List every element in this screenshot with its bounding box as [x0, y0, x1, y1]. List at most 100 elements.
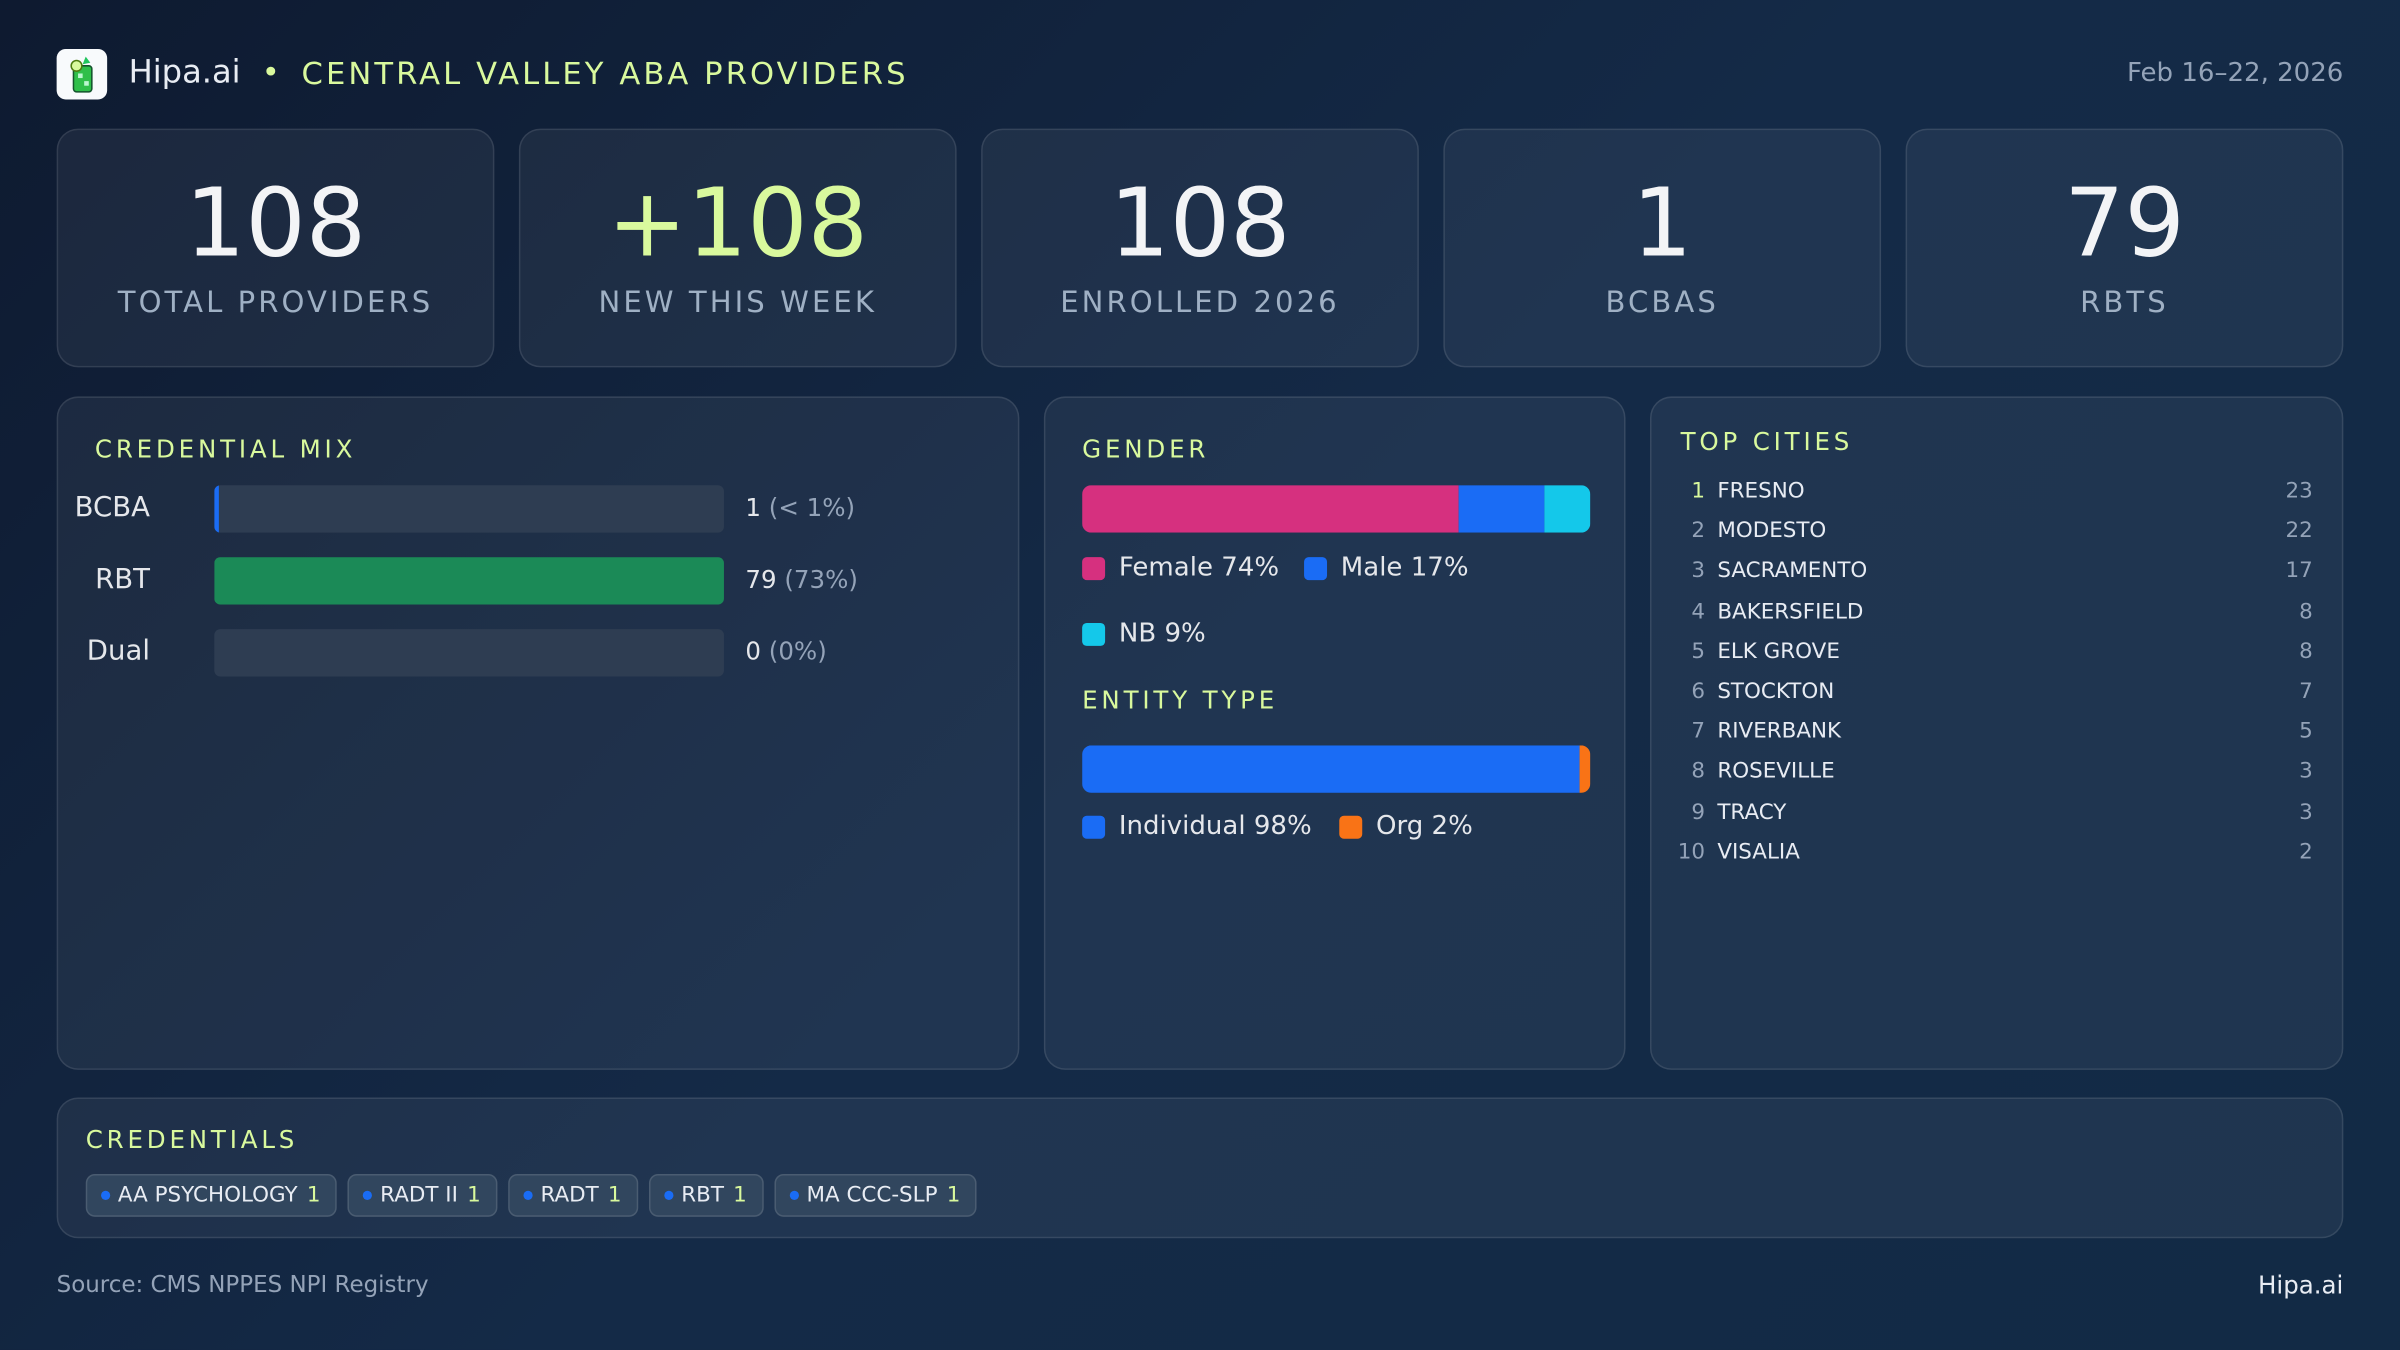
footer-brand: Hipa.ai: [2257, 1270, 2344, 1300]
legend-label: Male 17%: [1340, 552, 1469, 584]
gender-segment: [1082, 485, 1459, 533]
chip-label: RADT: [540, 1183, 599, 1208]
top-cities-panel: TOP CITIES 1 FRESNO 23 2 MODESTO 22 3 SACRAMENT…: [1649, 396, 2344, 1070]
legend-swatch-icon: [1082, 815, 1106, 839]
kpi-card: 108 ENROLLED 2026: [981, 128, 1419, 368]
entity-type-legend-item: Org 2%: [1339, 811, 1473, 842]
kpi-label: BCBAS: [1605, 286, 1719, 320]
entity-type-legend-item: Individual 98%: [1082, 811, 1312, 842]
city-name: RIVERBANK: [1717, 719, 1842, 745]
hipa-logo-icon: [56, 48, 108, 100]
credential-value: 79 (73%): [745, 565, 857, 594]
city-name: ROSEVILLE: [1717, 759, 1835, 785]
city-count: 5: [2299, 719, 2313, 745]
bullet-dot-icon: [789, 1190, 799, 1200]
entity-type-segment: [1580, 745, 1591, 793]
credential-percent: (< 1%): [768, 492, 856, 522]
credential-chip[interactable]: RBT 1: [649, 1173, 764, 1217]
chip-count: 1: [733, 1183, 747, 1208]
credential-value: 0 (0%): [745, 637, 826, 666]
legend-label: NB 9%: [1118, 618, 1206, 649]
kpi-value: 1: [1632, 166, 1693, 279]
city-count: 8: [2299, 639, 2313, 664]
chip-count: 1: [467, 1183, 481, 1208]
bullet-dot-icon: [664, 1190, 674, 1200]
legend-label: Individual 98%: [1118, 811, 1312, 842]
city-count: 17: [2285, 559, 2313, 584]
city-count: 2: [2299, 839, 2313, 865]
city-row: 2 MODESTO 22: [1652, 519, 2342, 550]
entity-type-title: ENTITY TYPE: [1082, 685, 1279, 715]
source-note: Source: CMS NPPES NPI Registry: [56, 1270, 429, 1298]
entity-type-segment: [1082, 745, 1581, 793]
city-rank: 4: [1691, 599, 1706, 624]
kpi-value: 79: [2064, 166, 2185, 279]
city-name: VISALIA: [1717, 839, 1800, 865]
credentials-title: CREDENTIALS: [85, 1124, 299, 1155]
credential-chip[interactable]: AA PSYCHOLOGY 1: [85, 1173, 338, 1217]
city-row: 8 ROSEVILLE 3: [1652, 760, 2342, 791]
city-rank: 8: [1691, 759, 1706, 785]
city-row: 3 SACRAMENTO 17: [1652, 559, 2342, 590]
city-rank: 9: [1691, 799, 1706, 825]
separator-dot: •: [261, 53, 280, 91]
kpi-label: RBTS: [2080, 286, 2169, 320]
city-count: 3: [2299, 759, 2313, 785]
city-row: 1 FRESNO 23: [1652, 479, 2342, 510]
credential-row: Dual 0 (0%): [58, 629, 976, 677]
brand-name: Hipa.ai: [128, 53, 241, 91]
credential-count: 79: [745, 564, 777, 594]
city-row: 4 BAKERSFIELD 8: [1652, 599, 2342, 630]
credential-bar-track: [214, 557, 724, 605]
city-row: 7 RIVERBANK 5: [1652, 720, 2342, 751]
credential-mix-panel: CREDENTIAL MIX BCBA 1 (< 1%) RBT 79 (73%) Du…: [56, 396, 1020, 1070]
credential-row: RBT 79 (73%): [58, 557, 976, 605]
credential-bar-fill: [214, 557, 724, 605]
city-row: 6 STOCKTON 7: [1652, 680, 2342, 711]
bullet-dot-icon: [523, 1190, 533, 1200]
kpi-value: 108: [1109, 166, 1291, 279]
legend-swatch-icon: [1339, 815, 1363, 839]
city-rank: 1: [1691, 479, 1706, 504]
gender-legend-item: Male 17%: [1304, 552, 1469, 584]
city-count: 7: [2299, 679, 2313, 705]
gender-title: GENDER: [1082, 434, 1210, 464]
credential-chip[interactable]: RADT II 1: [348, 1173, 498, 1217]
gender-legend-item: Female 74%: [1082, 553, 1279, 583]
credential-name: BCBA: [74, 491, 150, 524]
credential-chip[interactable]: MA CCC-SLP 1: [774, 1173, 978, 1217]
kpi-card: +108 NEW THIS WEEK: [518, 128, 957, 368]
city-rank: 10: [1677, 839, 1706, 865]
kpi-label: NEW THIS WEEK: [598, 286, 877, 320]
credential-row: BCBA 1 (< 1%): [58, 485, 976, 533]
city-count: 3: [2299, 799, 2313, 825]
credential-mix-title: CREDENTIAL MIX: [94, 434, 357, 464]
chip-label: RBT: [681, 1183, 724, 1208]
city-count: 8: [2299, 599, 2313, 624]
city-name: BAKERSFIELD: [1717, 599, 1864, 624]
credential-bar-track: [214, 485, 724, 533]
gender-entity-panel: GENDER Female 74% Male 17% NB 9% ENTITY TY…: [1043, 396, 1626, 1070]
credential-bar-fill: [214, 485, 219, 533]
city-row: 10 VISALIA 2: [1652, 840, 2342, 871]
gender-legend-item: NB 9%: [1082, 618, 1206, 649]
city-name: STOCKTON: [1717, 679, 1835, 705]
city-rank: 5: [1691, 639, 1706, 664]
chip-label: AA PSYCHOLOGY: [117, 1183, 298, 1208]
city-name: SACRAMENTO: [1717, 559, 1868, 584]
credential-bar-track: [214, 629, 724, 677]
chip-count: 1: [306, 1183, 321, 1208]
chip-label: RADT II: [380, 1183, 458, 1208]
gender-segment: [1458, 485, 1545, 533]
credential-count: 1: [745, 492, 761, 522]
city-rank: 7: [1691, 719, 1706, 745]
legend-swatch-icon: [1304, 556, 1328, 580]
credential-chip[interactable]: RADT 1: [508, 1173, 639, 1217]
credential-count: 0: [745, 636, 761, 666]
city-name: TRACY: [1717, 799, 1787, 825]
city-rank: 3: [1691, 559, 1706, 584]
chip-count: 1: [607, 1183, 622, 1208]
city-row: 5 ELK GROVE 8: [1652, 639, 2342, 670]
kpi-card: 1 BCBAS: [1443, 128, 1882, 368]
